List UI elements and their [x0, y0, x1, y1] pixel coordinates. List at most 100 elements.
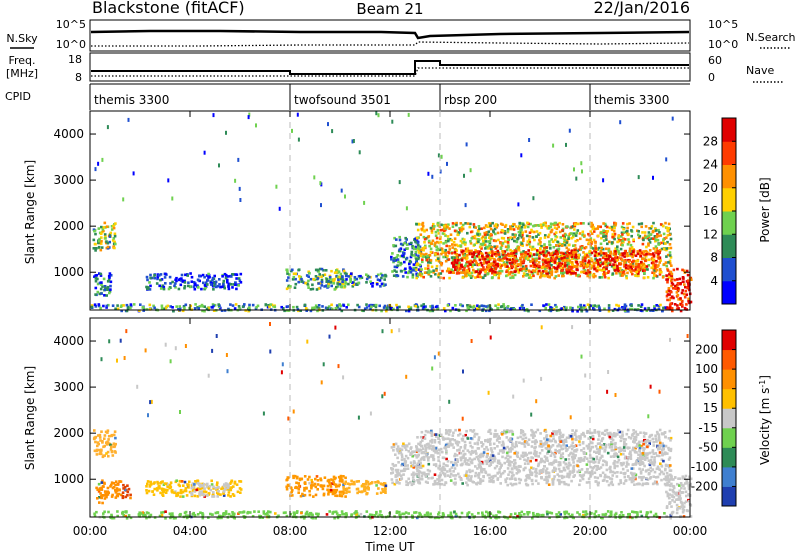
heatmap-cell — [601, 463, 605, 467]
heatmap-cell — [256, 304, 260, 308]
heatmap-cell — [158, 487, 161, 490]
heatmap-cell — [106, 241, 110, 245]
heatmap-cell — [544, 458, 548, 461]
heatmap-cell — [116, 483, 119, 486]
heatmap-cell — [561, 452, 565, 455]
heatmap-cell — [449, 438, 452, 441]
heatmap-cell — [308, 493, 312, 497]
heatmap-cell — [493, 273, 496, 276]
heatmap-cell — [575, 268, 578, 271]
heatmap-cell — [343, 482, 347, 486]
heatmap-cell — [616, 240, 619, 244]
heatmap-cell — [643, 231, 647, 234]
heatmap-cell — [100, 283, 103, 286]
heatmap-cell — [188, 285, 192, 289]
heatmap-cell — [654, 263, 657, 267]
heatmap-cell — [552, 143, 555, 148]
heatmap-cell — [102, 226, 106, 229]
heatmap-cell — [564, 264, 567, 267]
heatmap-cell — [648, 227, 651, 230]
heatmap-cell — [688, 288, 691, 292]
heatmap-cell — [484, 270, 487, 273]
heatmap-cell — [510, 266, 514, 270]
heatmap-cell — [101, 501, 104, 505]
heatmap-cell — [544, 224, 548, 228]
heatmap-cell — [437, 272, 441, 275]
heatmap-cell — [483, 257, 487, 261]
heatmap-cell — [375, 275, 378, 278]
heatmap-cell — [380, 276, 383, 280]
heatmap-cell — [637, 274, 640, 278]
heatmap-cell — [475, 432, 479, 436]
heatmap-cell — [415, 447, 419, 451]
heatmap-cell — [645, 309, 649, 312]
heatmap-cell — [544, 469, 548, 472]
heatmap-cell — [646, 276, 650, 279]
heatmap-cell — [599, 474, 603, 478]
heatmap-cell — [521, 265, 525, 268]
heatmap-cell — [650, 253, 653, 256]
heatmap-cell — [577, 256, 580, 260]
heatmap-cell — [593, 304, 597, 307]
heatmap-cell — [526, 252, 530, 256]
heatmap-cell — [501, 449, 504, 452]
heatmap-cell — [218, 163, 220, 168]
heatmap-cell — [93, 275, 96, 278]
heatmap-cell — [538, 257, 541, 260]
heatmap-cell — [626, 252, 629, 256]
heatmap-cell — [394, 474, 398, 477]
heatmap-cell — [515, 240, 519, 244]
heatmap-cell — [323, 285, 326, 288]
heatmap-cell — [641, 231, 644, 234]
heatmap-cell — [599, 260, 602, 264]
heatmap-cell — [528, 235, 532, 238]
heatmap-cell — [661, 276, 665, 279]
heatmap-cell — [414, 245, 418, 249]
heatmap-cell — [159, 287, 163, 290]
heatmap-cell — [94, 232, 97, 236]
heatmap-cell — [473, 457, 476, 461]
heatmap-cell — [640, 225, 643, 229]
heatmap-cell — [480, 460, 484, 464]
heatmap-cell — [521, 244, 524, 247]
heatmap-cell — [332, 279, 335, 282]
heatmap-cell — [464, 241, 467, 245]
heatmap-cell — [104, 237, 107, 240]
heatmap-cell — [470, 237, 474, 240]
heatmap-cell — [479, 482, 482, 485]
heatmap-cell — [394, 453, 397, 456]
heatmap-cell — [238, 307, 241, 310]
heatmap-cell — [340, 282, 343, 286]
heatmap-cell — [351, 281, 354, 284]
heatmap-cell — [448, 439, 452, 443]
heatmap-cell — [189, 304, 192, 308]
heatmap-cell — [529, 276, 533, 279]
heatmap-cell — [395, 256, 399, 259]
heatmap-cell — [182, 484, 185, 487]
heatmap-cell — [444, 309, 447, 313]
heatmap-cell — [164, 491, 168, 494]
heatmap-cell — [109, 288, 112, 291]
heatmap-cell — [132, 303, 136, 306]
heatmap-cell — [122, 487, 125, 490]
heatmap-cell — [159, 278, 162, 282]
heatmap-cell — [589, 436, 592, 439]
heatmap-cell — [400, 458, 404, 462]
heatmap-cell — [515, 247, 518, 251]
heatmap-cell — [520, 225, 524, 229]
heatmap-cell — [554, 249, 558, 253]
y-tick-label: 1000 — [53, 265, 84, 279]
heatmap-cell — [396, 254, 399, 257]
heatmap-cell — [207, 306, 210, 310]
heatmap-cell — [508, 261, 512, 265]
heatmap-cell — [482, 276, 485, 280]
heatmap-cell — [103, 482, 106, 485]
heatmap-cell — [551, 483, 555, 486]
heatmap-cell — [491, 457, 495, 461]
heatmap-cell — [105, 241, 108, 245]
heatmap-cell — [666, 306, 669, 309]
heatmap-cell — [603, 254, 606, 258]
heatmap-cell — [97, 442, 100, 446]
heatmap-cell — [402, 442, 405, 446]
heatmap-cell — [585, 481, 589, 484]
